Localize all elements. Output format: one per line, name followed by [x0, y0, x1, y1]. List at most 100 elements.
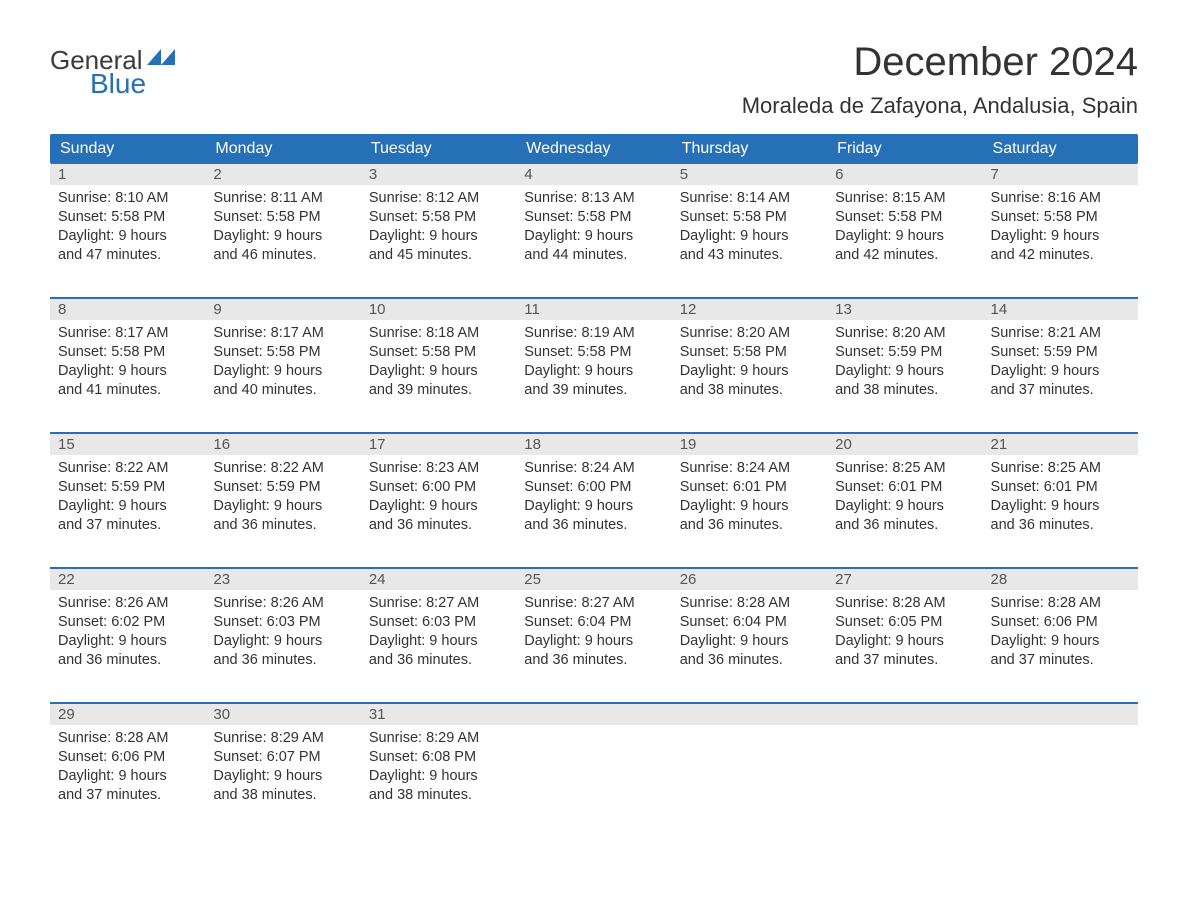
week-row: 29Sunrise: 8:28 AMSunset: 6:06 PMDayligh… — [50, 702, 1138, 819]
day-number: 11 — [516, 299, 671, 320]
day-cell: 17Sunrise: 8:23 AMSunset: 6:00 PMDayligh… — [361, 434, 516, 549]
day-sunrise: Sunrise: 8:25 AM — [991, 459, 1130, 478]
location: Moraleda de Zafayona, Andalusia, Spain — [742, 93, 1138, 119]
day-sunset: Sunset: 5:58 PM — [58, 343, 197, 362]
day-sunset: Sunset: 6:06 PM — [991, 613, 1130, 632]
day-sunrise: Sunrise: 8:16 AM — [991, 189, 1130, 208]
day-content: Sunrise: 8:26 AMSunset: 6:02 PMDaylight:… — [50, 590, 205, 673]
day-sunset: Sunset: 6:00 PM — [369, 478, 508, 497]
day-content: Sunrise: 8:28 AMSunset: 6:05 PMDaylight:… — [827, 590, 982, 673]
day-daylight1: Daylight: 9 hours — [58, 227, 197, 246]
day-cell: 29Sunrise: 8:28 AMSunset: 6:06 PMDayligh… — [50, 704, 205, 819]
day-number: 17 — [361, 434, 516, 455]
day-daylight1: Daylight: 9 hours — [835, 227, 974, 246]
day-number: 4 — [516, 164, 671, 185]
day-sunrise: Sunrise: 8:28 AM — [58, 729, 197, 748]
day-cell: 24Sunrise: 8:27 AMSunset: 6:03 PMDayligh… — [361, 569, 516, 684]
day-daylight2: and 39 minutes. — [369, 381, 508, 400]
day-cell: 12Sunrise: 8:20 AMSunset: 5:58 PMDayligh… — [672, 299, 827, 414]
day-cell: 3Sunrise: 8:12 AMSunset: 5:58 PMDaylight… — [361, 164, 516, 279]
day-sunset: Sunset: 6:04 PM — [524, 613, 663, 632]
day-daylight1: Daylight: 9 hours — [213, 497, 352, 516]
day-cell — [672, 704, 827, 819]
day-content: Sunrise: 8:29 AMSunset: 6:08 PMDaylight:… — [361, 725, 516, 808]
day-sunrise: Sunrise: 8:20 AM — [835, 324, 974, 343]
day-content: Sunrise: 8:17 AMSunset: 5:58 PMDaylight:… — [50, 320, 205, 403]
day-sunset: Sunset: 5:59 PM — [58, 478, 197, 497]
day-daylight1: Daylight: 9 hours — [524, 227, 663, 246]
day-sunrise: Sunrise: 8:22 AM — [58, 459, 197, 478]
day-sunset: Sunset: 5:58 PM — [213, 343, 352, 362]
day-daylight1: Daylight: 9 hours — [58, 497, 197, 516]
day-sunset: Sunset: 5:59 PM — [213, 478, 352, 497]
day-sunset: Sunset: 6:00 PM — [524, 478, 663, 497]
day-daylight2: and 36 minutes. — [213, 651, 352, 670]
day-sunrise: Sunrise: 8:24 AM — [680, 459, 819, 478]
day-sunset: Sunset: 5:58 PM — [369, 208, 508, 227]
day-sunrise: Sunrise: 8:26 AM — [213, 594, 352, 613]
day-cell: 21Sunrise: 8:25 AMSunset: 6:01 PMDayligh… — [983, 434, 1138, 549]
day-sunrise: Sunrise: 8:29 AM — [369, 729, 508, 748]
day-daylight1: Daylight: 9 hours — [213, 632, 352, 651]
month-title: December 2024 — [742, 40, 1138, 85]
day-content: Sunrise: 8:28 AMSunset: 6:06 PMDaylight:… — [983, 590, 1138, 673]
day-daylight2: and 47 minutes. — [58, 246, 197, 265]
day-number — [672, 704, 827, 725]
logo-text-blue: Blue — [90, 68, 175, 100]
day-daylight1: Daylight: 9 hours — [369, 497, 508, 516]
day-sunrise: Sunrise: 8:13 AM — [524, 189, 663, 208]
day-number: 16 — [205, 434, 360, 455]
day-sunrise: Sunrise: 8:17 AM — [58, 324, 197, 343]
day-header-friday: Friday — [827, 134, 982, 164]
day-sunrise: Sunrise: 8:12 AM — [369, 189, 508, 208]
day-sunset: Sunset: 6:04 PM — [680, 613, 819, 632]
title-block: December 2024 Moraleda de Zafayona, Anda… — [742, 40, 1138, 119]
day-daylight2: and 36 minutes. — [835, 516, 974, 535]
day-daylight2: and 37 minutes. — [835, 651, 974, 670]
day-sunset: Sunset: 6:01 PM — [835, 478, 974, 497]
day-sunset: Sunset: 6:02 PM — [58, 613, 197, 632]
day-daylight1: Daylight: 9 hours — [991, 362, 1130, 381]
day-number — [983, 704, 1138, 725]
day-content: Sunrise: 8:25 AMSunset: 6:01 PMDaylight:… — [983, 455, 1138, 538]
day-sunset: Sunset: 5:59 PM — [991, 343, 1130, 362]
day-content: Sunrise: 8:22 AMSunset: 5:59 PMDaylight:… — [50, 455, 205, 538]
day-number: 3 — [361, 164, 516, 185]
day-content: Sunrise: 8:12 AMSunset: 5:58 PMDaylight:… — [361, 185, 516, 268]
day-sunrise: Sunrise: 8:27 AM — [524, 594, 663, 613]
day-daylight2: and 36 minutes. — [680, 516, 819, 535]
weeks-container: 1Sunrise: 8:10 AMSunset: 5:58 PMDaylight… — [50, 164, 1138, 819]
day-content: Sunrise: 8:11 AMSunset: 5:58 PMDaylight:… — [205, 185, 360, 268]
day-number: 5 — [672, 164, 827, 185]
day-number: 13 — [827, 299, 982, 320]
day-sunset: Sunset: 5:58 PM — [991, 208, 1130, 227]
day-content: Sunrise: 8:20 AMSunset: 5:58 PMDaylight:… — [672, 320, 827, 403]
day-cell: 6Sunrise: 8:15 AMSunset: 5:58 PMDaylight… — [827, 164, 982, 279]
day-cell: 25Sunrise: 8:27 AMSunset: 6:04 PMDayligh… — [516, 569, 671, 684]
day-daylight1: Daylight: 9 hours — [213, 362, 352, 381]
day-cell: 20Sunrise: 8:25 AMSunset: 6:01 PMDayligh… — [827, 434, 982, 549]
day-number: 29 — [50, 704, 205, 725]
day-cell: 19Sunrise: 8:24 AMSunset: 6:01 PMDayligh… — [672, 434, 827, 549]
day-number: 23 — [205, 569, 360, 590]
day-content: Sunrise: 8:26 AMSunset: 6:03 PMDaylight:… — [205, 590, 360, 673]
day-content: Sunrise: 8:19 AMSunset: 5:58 PMDaylight:… — [516, 320, 671, 403]
day-number: 7 — [983, 164, 1138, 185]
day-number: 20 — [827, 434, 982, 455]
day-daylight1: Daylight: 9 hours — [835, 362, 974, 381]
day-daylight2: and 41 minutes. — [58, 381, 197, 400]
day-sunset: Sunset: 5:59 PM — [835, 343, 974, 362]
day-content: Sunrise: 8:24 AMSunset: 6:01 PMDaylight:… — [672, 455, 827, 538]
day-daylight2: and 36 minutes. — [680, 651, 819, 670]
day-number: 21 — [983, 434, 1138, 455]
day-content: Sunrise: 8:29 AMSunset: 6:07 PMDaylight:… — [205, 725, 360, 808]
day-daylight2: and 44 minutes. — [524, 246, 663, 265]
day-cell: 7Sunrise: 8:16 AMSunset: 5:58 PMDaylight… — [983, 164, 1138, 279]
day-content: Sunrise: 8:27 AMSunset: 6:04 PMDaylight:… — [516, 590, 671, 673]
day-number: 2 — [205, 164, 360, 185]
day-sunset: Sunset: 5:58 PM — [213, 208, 352, 227]
day-sunset: Sunset: 6:01 PM — [680, 478, 819, 497]
day-sunrise: Sunrise: 8:22 AM — [213, 459, 352, 478]
day-cell — [516, 704, 671, 819]
day-header-thursday: Thursday — [672, 134, 827, 164]
